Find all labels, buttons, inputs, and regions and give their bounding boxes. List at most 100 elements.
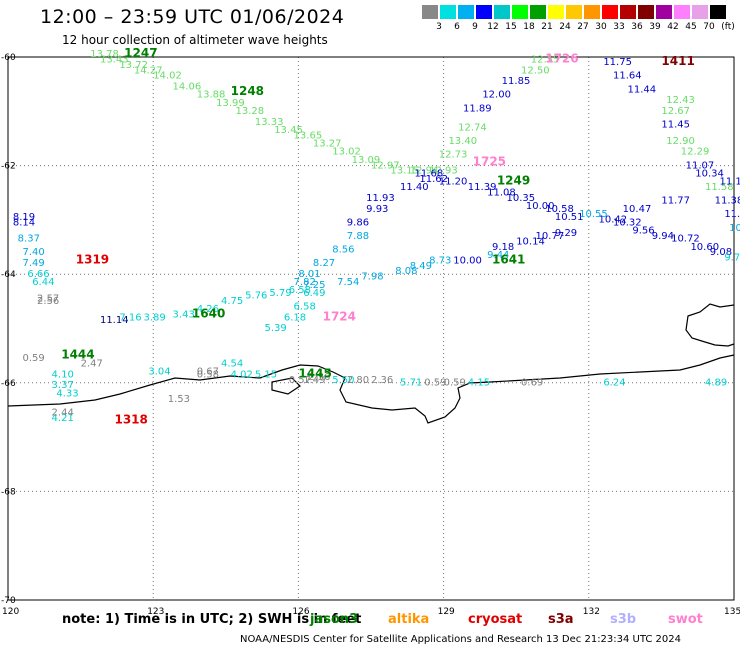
lon-label: 123 xyxy=(147,607,164,617)
wave-height-label: 7.49 xyxy=(23,258,45,269)
wave-height-label: 13.72 xyxy=(119,60,148,71)
legend-swatch xyxy=(656,5,672,19)
wave-height-label: 11.75 xyxy=(603,57,632,68)
wave-height-label: 12.73 xyxy=(439,149,468,160)
legend-unit: (ft) xyxy=(721,22,735,32)
lon-label: 126 xyxy=(292,607,309,617)
wave-height-label: 13.02 xyxy=(332,147,361,158)
wave-height-label: 2.57 xyxy=(37,293,59,304)
wave-height-label: 10.60 xyxy=(690,242,719,253)
pass-time-label: 1249 xyxy=(497,174,530,188)
footer-credit: NOAA/NESDIS Center for Satellite Applica… xyxy=(240,634,682,645)
wave-height-label: 3.04 xyxy=(148,367,170,378)
legend-label: 42 xyxy=(667,22,679,32)
legend-swatch xyxy=(602,5,618,19)
wave-height-label: 5.15 xyxy=(255,369,277,380)
wave-height-label: 13.40 xyxy=(448,136,477,147)
wave-height-label: 6.18 xyxy=(284,312,306,323)
lon-label: 135 xyxy=(724,607,740,617)
wave-height-label: 12.00 xyxy=(482,90,511,101)
wave-height-label: 9.29 xyxy=(555,228,577,239)
legend-swatch xyxy=(638,5,654,19)
legend-label: 24 xyxy=(559,22,571,32)
wave-height-label: 13.28 xyxy=(235,106,264,117)
legend-swatch xyxy=(440,5,456,19)
pass-time-label: 1319 xyxy=(76,252,109,266)
wave-height-label: 12.93 xyxy=(429,166,458,177)
wave-height-label: 13.15 xyxy=(390,166,419,177)
legend-swatch xyxy=(620,5,636,19)
wave-height-label: 2.44 xyxy=(52,407,74,418)
wave-height-label: 10.51 xyxy=(555,212,584,223)
legend-swatch xyxy=(692,5,708,19)
wave-height-label: 11.14 xyxy=(100,315,129,326)
legend-swot: swot xyxy=(668,612,703,627)
wave-height-label: 7.16 xyxy=(119,312,141,323)
wave-height-label: 11.07 xyxy=(686,160,715,171)
wave-height-label: 7.88 xyxy=(347,231,369,242)
lat-label: -62 xyxy=(1,162,16,172)
pass-time-label: 1318 xyxy=(114,413,147,427)
wave-height-label: 1.49 xyxy=(303,375,325,386)
wave-height-label: 11.20 xyxy=(439,177,468,188)
wave-height-label: 10.47 xyxy=(623,204,652,215)
pass-time-label: 1411 xyxy=(661,54,694,68)
wave-height-label: 11.64 xyxy=(613,71,642,82)
legend-label: 15 xyxy=(505,22,517,32)
wave-height-label: 14.02 xyxy=(153,71,182,82)
legend-s3a: s3a xyxy=(548,612,574,627)
wave-height-label: 12.94 xyxy=(410,166,439,177)
wave-height-label: 13.27 xyxy=(313,139,342,150)
wave-height-label: 9.94 xyxy=(652,231,674,242)
wave-height-label: 10.55 xyxy=(579,209,608,220)
wave-height-label: 2.36 xyxy=(371,375,393,386)
wave-height-label: 10.77 xyxy=(536,231,565,242)
wave-height-label: 9.18 xyxy=(492,242,514,253)
wave-height-label: 11.19 xyxy=(719,177,740,188)
wave-height-label: 8.56 xyxy=(332,244,354,255)
wave-height-label: 12.67 xyxy=(661,106,690,117)
legend-label: 9 xyxy=(472,22,478,32)
wave-height-label: 5.39 xyxy=(265,323,287,334)
wave-height-label: 2.56 xyxy=(37,296,59,307)
legend-altika: altika xyxy=(388,612,430,627)
wave-height-label: 13.09 xyxy=(352,155,381,166)
wave-height-label: 13.65 xyxy=(294,130,323,141)
legend-swatch xyxy=(566,5,582,19)
wave-height-label: 10.42 xyxy=(598,215,627,226)
wave-height-label: 0.69 xyxy=(521,378,543,389)
wave-height-label: 0.59 xyxy=(23,353,45,364)
legend-cryosat: cryosat xyxy=(468,612,523,627)
wave-height-label: 8.27 xyxy=(313,258,335,269)
legend-swatch xyxy=(584,5,600,19)
legend-label: 33 xyxy=(613,22,625,32)
wave-height-label: 0.58 xyxy=(197,369,219,380)
observation-labels: 13.7813.4313.7214.2714.0214.0613.8813.99… xyxy=(13,49,740,424)
wave-height-label: 6.58 xyxy=(289,285,311,296)
wave-height-label: 8.08 xyxy=(395,266,417,277)
wave-height-label: 5.71 xyxy=(400,378,422,389)
wave-height-label: 9.86 xyxy=(347,217,369,228)
lat-label: -66 xyxy=(1,379,16,389)
wave-height-label: 5.79 xyxy=(269,288,291,299)
wave-height-label: 6.44 xyxy=(32,277,54,288)
wave-height-label: 1.53 xyxy=(168,394,190,405)
coastline xyxy=(7,303,735,424)
legend-swatch xyxy=(494,5,510,19)
wave-height-label: 8.49 xyxy=(410,261,432,272)
wave-height-label: 11.68 xyxy=(415,168,444,179)
lon-label: 120 xyxy=(2,607,19,617)
wave-height-label: 3.37 xyxy=(52,380,74,391)
wave-height-label: 8.01 xyxy=(298,269,320,280)
pass-time-label: 1444 xyxy=(61,347,94,361)
legend-label: 18 xyxy=(523,22,535,32)
wave-height-label: 4.02 xyxy=(231,369,253,380)
wave-height-label: 12.97 xyxy=(371,160,400,171)
wave-height-label: 5.76 xyxy=(245,291,267,302)
wave-height-label: 10.58 xyxy=(545,204,574,215)
legend-swatch xyxy=(476,5,492,19)
legend-swatch xyxy=(458,5,474,19)
wave-height-label: 8.37 xyxy=(18,234,40,245)
wave-height-label: 0.59 xyxy=(424,378,446,389)
wave-height-label: 10.35 xyxy=(507,193,536,204)
